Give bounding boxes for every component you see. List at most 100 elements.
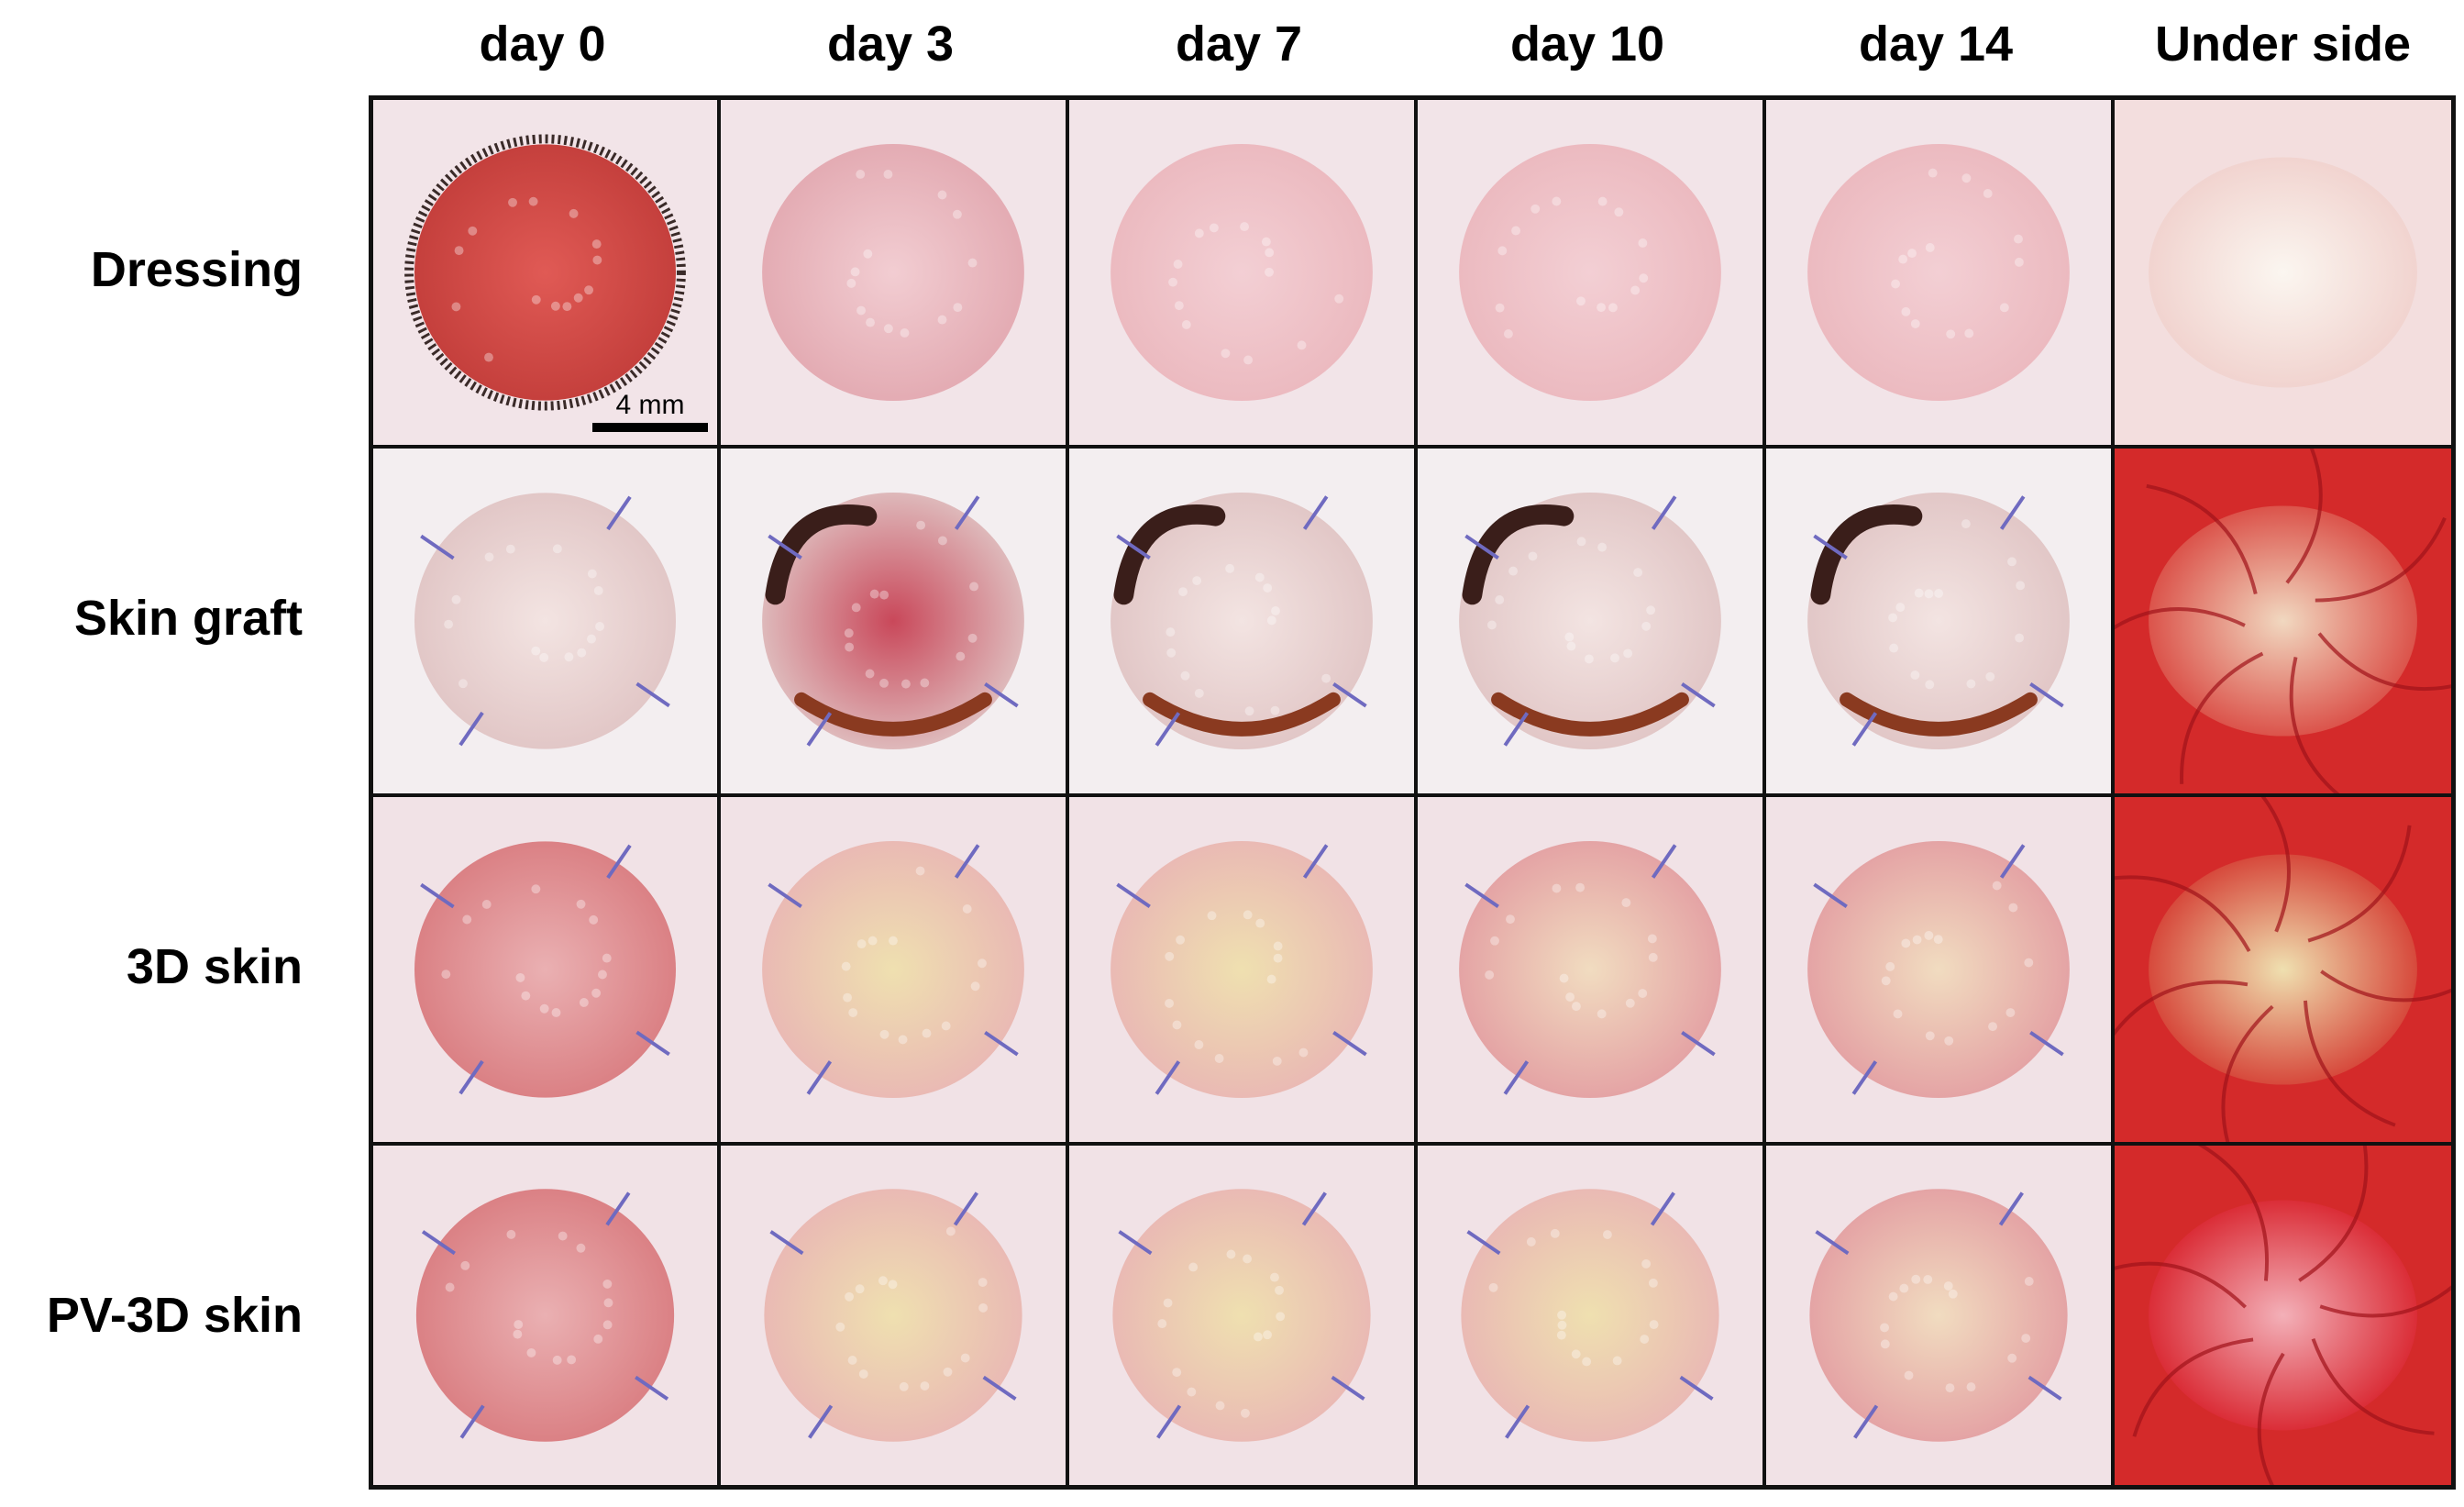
surface-highlight xyxy=(539,652,549,662)
wound-photo xyxy=(1069,797,1414,1142)
photo-cell-r0-c1 xyxy=(719,98,1067,447)
surface-highlight xyxy=(883,170,893,179)
suture xyxy=(1679,1375,1714,1401)
photo-cell-r1-c1 xyxy=(719,447,1067,795)
photo-cell-r0-c4 xyxy=(1764,98,2113,447)
wound-area xyxy=(414,493,676,749)
suture xyxy=(1116,882,1151,909)
surface-highlight xyxy=(1486,620,1497,630)
surface-highlight xyxy=(564,652,574,662)
surface-highlight xyxy=(481,900,492,909)
surface-highlight xyxy=(1243,355,1254,365)
surface-highlight xyxy=(1623,648,1633,659)
surface-highlight xyxy=(1194,688,1204,698)
surface-highlight xyxy=(846,278,856,288)
suture xyxy=(1332,1030,1367,1057)
blood-vessel xyxy=(2115,1261,2247,1309)
blood-vessel xyxy=(2198,1146,2269,1281)
wound-area xyxy=(762,143,1024,402)
surface-highlight xyxy=(844,628,854,638)
surface-highlight xyxy=(1275,1285,1284,1295)
surface-highlight xyxy=(1944,1036,1954,1046)
surface-highlight xyxy=(567,1355,577,1365)
surface-highlight xyxy=(1899,1283,1909,1293)
scab xyxy=(765,504,878,605)
surface-highlight xyxy=(1495,303,1505,313)
suture xyxy=(606,495,632,531)
surface-highlight xyxy=(1261,237,1271,247)
surface-highlight xyxy=(441,970,451,980)
surface-highlight xyxy=(841,961,851,971)
suture xyxy=(459,1404,485,1439)
surface-highlight xyxy=(1901,938,1911,948)
surface-highlight xyxy=(1240,222,1250,232)
surface-highlight xyxy=(1576,537,1586,547)
surface-highlight xyxy=(856,305,866,316)
surface-highlight xyxy=(1885,961,1895,971)
surface-highlight xyxy=(1503,329,1513,338)
surface-highlight xyxy=(1321,673,1331,683)
surface-highlight xyxy=(1221,349,1231,359)
surface-highlight xyxy=(1495,594,1505,604)
suture xyxy=(1466,1230,1501,1256)
surface-highlight xyxy=(1888,1291,1898,1302)
blood-vessel xyxy=(2257,1352,2285,1485)
surface-highlight xyxy=(1166,627,1176,637)
surface-highlight xyxy=(1226,1249,1236,1259)
surface-highlight xyxy=(1625,998,1635,1008)
surface-highlight xyxy=(960,1353,970,1363)
surface-highlight xyxy=(515,972,525,982)
blood-vessel xyxy=(2307,825,2412,943)
surface-highlight xyxy=(1648,952,1658,962)
wound-photo xyxy=(1069,449,1414,793)
wound-photo xyxy=(1418,1146,1762,1485)
surface-highlight xyxy=(888,1280,898,1290)
surface-highlight xyxy=(883,324,893,334)
surface-highlight xyxy=(1910,319,1920,328)
wound-photo xyxy=(1418,449,1762,793)
surface-highlight xyxy=(1910,670,1920,680)
surface-highlight xyxy=(1181,320,1191,329)
surface-highlight xyxy=(1266,974,1276,984)
surface-highlight xyxy=(1945,1383,1955,1393)
surface-highlight xyxy=(451,594,461,604)
suture xyxy=(1302,495,1329,530)
surface-highlight xyxy=(445,1282,455,1292)
surface-highlight xyxy=(2007,557,2017,567)
wound-photo xyxy=(2115,449,2451,793)
surface-highlight xyxy=(1610,653,1619,663)
scab xyxy=(1491,692,1689,737)
surface-highlight xyxy=(1571,1349,1581,1359)
blood-vessel xyxy=(2115,980,2249,1036)
surface-highlight xyxy=(1597,1009,1607,1019)
suture xyxy=(1815,1230,1850,1256)
surface-highlight xyxy=(1240,1408,1250,1418)
surface-highlight xyxy=(528,196,538,206)
surface-highlight xyxy=(855,1284,865,1294)
photo-cell-r2-c0 xyxy=(371,795,719,1144)
surface-highlight xyxy=(1621,898,1631,908)
surface-highlight xyxy=(591,239,602,249)
surface-highlight xyxy=(2024,1276,2034,1286)
surface-highlight xyxy=(1207,911,1217,921)
surface-highlight xyxy=(595,622,604,631)
surface-highlight xyxy=(1530,204,1541,214)
wound-photo xyxy=(373,100,717,445)
surface-highlight xyxy=(937,315,947,325)
surface-highlight xyxy=(1173,260,1183,269)
blood-vessel xyxy=(2320,970,2451,1003)
suture xyxy=(2028,1375,2062,1401)
surface-highlight xyxy=(1214,1054,1224,1063)
scab xyxy=(1143,692,1341,737)
suture xyxy=(635,1375,669,1401)
suture xyxy=(459,711,484,747)
surface-highlight xyxy=(1165,998,1175,1008)
wound-area xyxy=(1459,143,1721,402)
surface-highlight xyxy=(1490,936,1499,946)
blood-vessel xyxy=(2298,1146,2369,1282)
surface-highlight xyxy=(1243,1254,1253,1264)
surface-highlight xyxy=(552,544,562,554)
photo-cell-r0-c0 xyxy=(371,98,719,447)
surface-highlight xyxy=(1298,1047,1309,1058)
surface-highlight xyxy=(977,958,987,969)
